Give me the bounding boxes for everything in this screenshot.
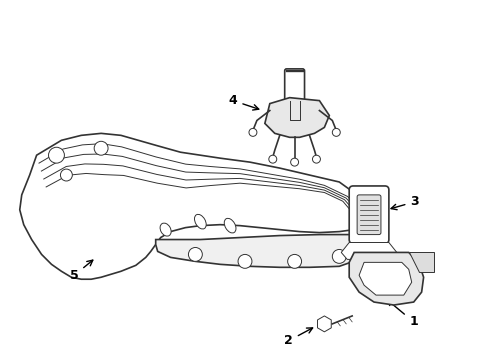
- Text: 4: 4: [229, 94, 259, 110]
- Text: 1: 1: [387, 300, 418, 328]
- Circle shape: [332, 129, 340, 136]
- Circle shape: [94, 141, 108, 155]
- Text: 2: 2: [284, 328, 313, 347]
- Ellipse shape: [195, 214, 206, 229]
- Polygon shape: [409, 252, 434, 272]
- Ellipse shape: [224, 218, 236, 233]
- FancyBboxPatch shape: [357, 195, 381, 235]
- Circle shape: [238, 255, 252, 268]
- Text: 5: 5: [70, 260, 93, 282]
- Circle shape: [313, 155, 320, 163]
- Circle shape: [60, 169, 73, 181]
- Polygon shape: [156, 235, 364, 267]
- Circle shape: [269, 155, 277, 163]
- Ellipse shape: [160, 223, 171, 236]
- Circle shape: [189, 247, 202, 261]
- Circle shape: [332, 249, 346, 264]
- Circle shape: [288, 255, 301, 268]
- Circle shape: [49, 147, 64, 163]
- Polygon shape: [318, 316, 331, 332]
- Polygon shape: [20, 133, 369, 279]
- Text: 3: 3: [391, 195, 419, 210]
- FancyBboxPatch shape: [349, 186, 389, 243]
- Polygon shape: [349, 252, 424, 305]
- Circle shape: [291, 158, 298, 166]
- Polygon shape: [265, 98, 329, 137]
- Polygon shape: [359, 262, 412, 295]
- Circle shape: [249, 129, 257, 136]
- Polygon shape: [341, 243, 397, 260]
- FancyBboxPatch shape: [285, 69, 305, 100]
